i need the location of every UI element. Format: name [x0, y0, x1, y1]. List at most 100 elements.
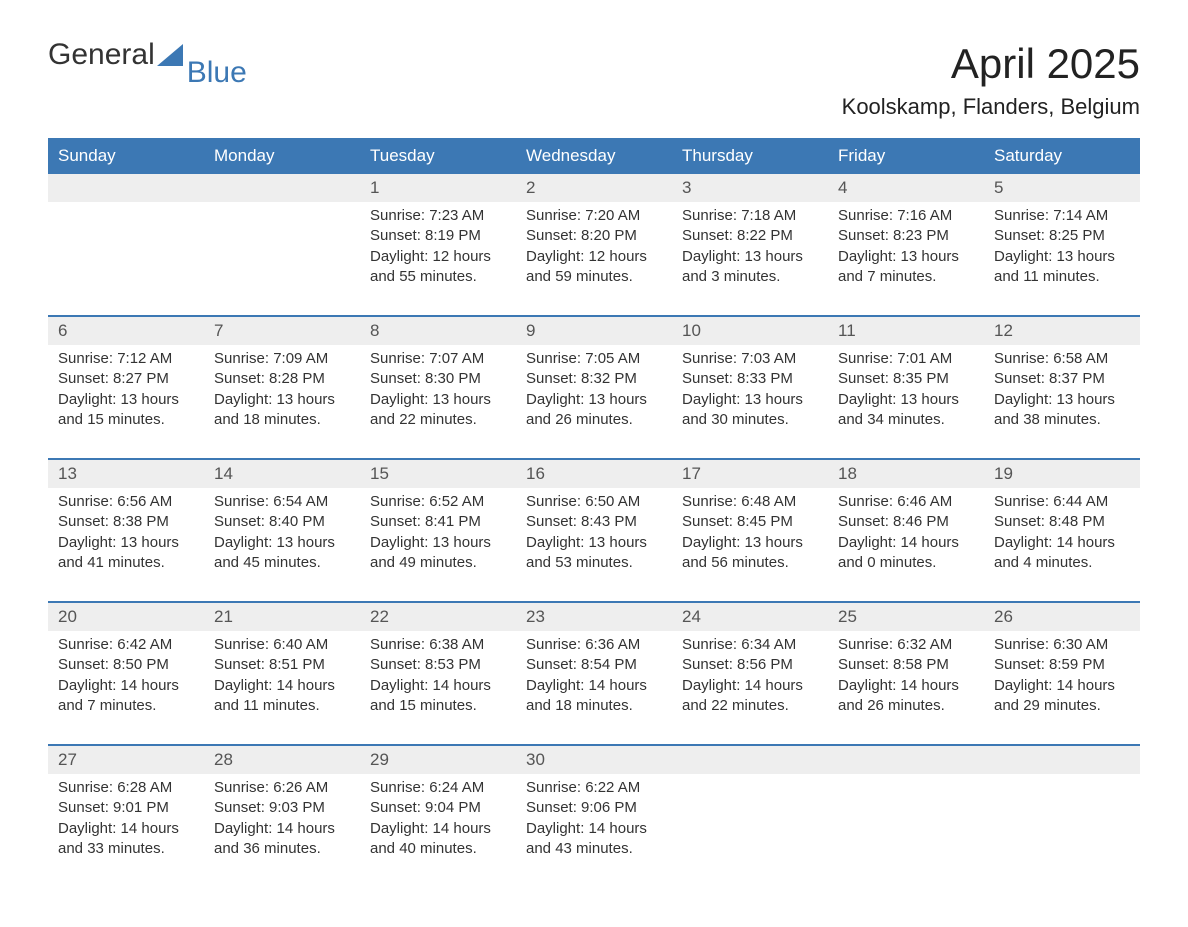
daylight-line-2: and 53 minutes.	[526, 553, 662, 573]
calendar-day-cell	[48, 174, 204, 316]
calendar-day-cell	[672, 745, 828, 887]
calendar-day-cell: 9Sunrise: 7:05 AMSunset: 8:32 PMDaylight…	[516, 316, 672, 459]
daylight-line-2: and 22 minutes.	[682, 696, 818, 716]
sunset-line: Sunset: 8:28 PM	[214, 369, 350, 389]
day-body: Sunrise: 6:44 AMSunset: 8:48 PMDaylight:…	[984, 488, 1140, 601]
day-body: Sunrise: 6:30 AMSunset: 8:59 PMDaylight:…	[984, 631, 1140, 744]
daylight-line-1: Daylight: 14 hours	[994, 533, 1130, 553]
page-subtitle: Koolskamp, Flanders, Belgium	[842, 94, 1140, 120]
sunset-line: Sunset: 8:22 PM	[682, 226, 818, 246]
day-number: 6	[48, 317, 204, 345]
daylight-line-1: Daylight: 13 hours	[994, 390, 1130, 410]
sunrise-line: Sunrise: 6:40 AM	[214, 635, 350, 655]
daylight-line-2: and 7 minutes.	[58, 696, 194, 716]
daylight-line-2: and 49 minutes.	[370, 553, 506, 573]
daylight-line-2: and 36 minutes.	[214, 839, 350, 859]
day-number: 28	[204, 746, 360, 774]
day-body: Sunrise: 6:52 AMSunset: 8:41 PMDaylight:…	[360, 488, 516, 601]
calendar-day-cell: 3Sunrise: 7:18 AMSunset: 8:22 PMDaylight…	[672, 174, 828, 316]
calendar-day-cell: 27Sunrise: 6:28 AMSunset: 9:01 PMDayligh…	[48, 745, 204, 887]
day-number: 9	[516, 317, 672, 345]
logo: General Blue	[48, 40, 247, 70]
day-body: Sunrise: 7:05 AMSunset: 8:32 PMDaylight:…	[516, 345, 672, 458]
calendar-day-cell: 26Sunrise: 6:30 AMSunset: 8:59 PMDayligh…	[984, 602, 1140, 745]
sunset-line: Sunset: 8:27 PM	[58, 369, 194, 389]
daylight-line-1: Daylight: 14 hours	[370, 819, 506, 839]
daylight-line-1: Daylight: 13 hours	[994, 247, 1130, 267]
day-number: 4	[828, 174, 984, 202]
sunset-line: Sunset: 9:01 PM	[58, 798, 194, 818]
day-number: 23	[516, 603, 672, 631]
calendar-day-cell: 15Sunrise: 6:52 AMSunset: 8:41 PMDayligh…	[360, 459, 516, 602]
day-body: Sunrise: 7:03 AMSunset: 8:33 PMDaylight:…	[672, 345, 828, 458]
weekday-header: Monday	[204, 138, 360, 174]
daylight-line-1: Daylight: 14 hours	[370, 676, 506, 696]
calendar-day-cell: 11Sunrise: 7:01 AMSunset: 8:35 PMDayligh…	[828, 316, 984, 459]
sunrise-line: Sunrise: 7:18 AM	[682, 206, 818, 226]
day-body	[48, 202, 204, 312]
daylight-line-2: and 0 minutes.	[838, 553, 974, 573]
weekday-header: Saturday	[984, 138, 1140, 174]
daylight-line-1: Daylight: 14 hours	[682, 676, 818, 696]
day-number	[204, 174, 360, 202]
daylight-line-2: and 59 minutes.	[526, 267, 662, 287]
calendar-day-cell: 12Sunrise: 6:58 AMSunset: 8:37 PMDayligh…	[984, 316, 1140, 459]
day-body: Sunrise: 6:48 AMSunset: 8:45 PMDaylight:…	[672, 488, 828, 601]
day-number: 25	[828, 603, 984, 631]
daylight-line-1: Daylight: 13 hours	[838, 247, 974, 267]
sunrise-line: Sunrise: 7:07 AM	[370, 349, 506, 369]
sunrise-line: Sunrise: 6:28 AM	[58, 778, 194, 798]
day-number	[48, 174, 204, 202]
sunset-line: Sunset: 9:03 PM	[214, 798, 350, 818]
sunrise-line: Sunrise: 6:26 AM	[214, 778, 350, 798]
day-number	[828, 746, 984, 774]
sunrise-line: Sunrise: 6:36 AM	[526, 635, 662, 655]
calendar-day-cell: 20Sunrise: 6:42 AMSunset: 8:50 PMDayligh…	[48, 602, 204, 745]
calendar-week-row: 13Sunrise: 6:56 AMSunset: 8:38 PMDayligh…	[48, 459, 1140, 602]
daylight-line-1: Daylight: 13 hours	[682, 533, 818, 553]
day-body: Sunrise: 6:58 AMSunset: 8:37 PMDaylight:…	[984, 345, 1140, 458]
sunrise-line: Sunrise: 7:16 AM	[838, 206, 974, 226]
day-body: Sunrise: 6:42 AMSunset: 8:50 PMDaylight:…	[48, 631, 204, 744]
day-number: 2	[516, 174, 672, 202]
sunset-line: Sunset: 8:19 PM	[370, 226, 506, 246]
day-number: 16	[516, 460, 672, 488]
daylight-line-2: and 33 minutes.	[58, 839, 194, 859]
calendar-day-cell: 23Sunrise: 6:36 AMSunset: 8:54 PMDayligh…	[516, 602, 672, 745]
sunset-line: Sunset: 8:58 PM	[838, 655, 974, 675]
sunset-line: Sunset: 8:59 PM	[994, 655, 1130, 675]
calendar-day-cell: 10Sunrise: 7:03 AMSunset: 8:33 PMDayligh…	[672, 316, 828, 459]
daylight-line-2: and 7 minutes.	[838, 267, 974, 287]
weekday-header: Tuesday	[360, 138, 516, 174]
sunset-line: Sunset: 8:30 PM	[370, 369, 506, 389]
weekday-header: Thursday	[672, 138, 828, 174]
calendar-week-row: 20Sunrise: 6:42 AMSunset: 8:50 PMDayligh…	[48, 602, 1140, 745]
sunrise-line: Sunrise: 7:05 AM	[526, 349, 662, 369]
daylight-line-1: Daylight: 13 hours	[682, 247, 818, 267]
daylight-line-1: Daylight: 14 hours	[214, 676, 350, 696]
daylight-line-2: and 11 minutes.	[994, 267, 1130, 287]
day-body: Sunrise: 7:09 AMSunset: 8:28 PMDaylight:…	[204, 345, 360, 458]
day-body: Sunrise: 6:46 AMSunset: 8:46 PMDaylight:…	[828, 488, 984, 601]
sunrise-line: Sunrise: 6:56 AM	[58, 492, 194, 512]
daylight-line-2: and 56 minutes.	[682, 553, 818, 573]
daylight-line-2: and 26 minutes.	[838, 696, 974, 716]
sunset-line: Sunset: 8:38 PM	[58, 512, 194, 532]
sunrise-line: Sunrise: 6:46 AM	[838, 492, 974, 512]
sunset-line: Sunset: 8:37 PM	[994, 369, 1130, 389]
calendar-day-cell: 28Sunrise: 6:26 AMSunset: 9:03 PMDayligh…	[204, 745, 360, 887]
weekday-header: Wednesday	[516, 138, 672, 174]
weekday-header: Sunday	[48, 138, 204, 174]
sunrise-line: Sunrise: 7:09 AM	[214, 349, 350, 369]
day-number: 10	[672, 317, 828, 345]
day-body: Sunrise: 7:18 AMSunset: 8:22 PMDaylight:…	[672, 202, 828, 315]
weekday-header-row: Sunday Monday Tuesday Wednesday Thursday…	[48, 138, 1140, 174]
sunset-line: Sunset: 8:40 PM	[214, 512, 350, 532]
day-body: Sunrise: 7:07 AMSunset: 8:30 PMDaylight:…	[360, 345, 516, 458]
calendar-day-cell: 2Sunrise: 7:20 AMSunset: 8:20 PMDaylight…	[516, 174, 672, 316]
daylight-line-2: and 30 minutes.	[682, 410, 818, 430]
sunrise-line: Sunrise: 7:01 AM	[838, 349, 974, 369]
daylight-line-1: Daylight: 13 hours	[526, 533, 662, 553]
day-body: Sunrise: 7:16 AMSunset: 8:23 PMDaylight:…	[828, 202, 984, 315]
sunset-line: Sunset: 8:46 PM	[838, 512, 974, 532]
